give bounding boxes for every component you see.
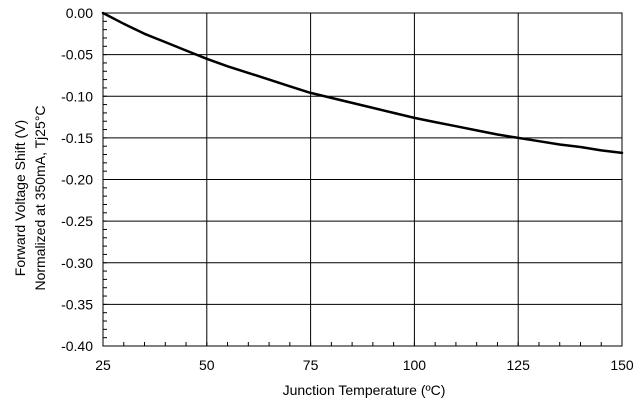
plot-area-frame xyxy=(102,12,623,347)
y-tick-label: -0.05 xyxy=(61,47,93,63)
y-tick-label: -0.15 xyxy=(61,130,93,146)
y-tick-label: 0.00 xyxy=(66,5,93,21)
y-tick-label: -0.40 xyxy=(61,338,93,354)
y-tick-label: -0.30 xyxy=(61,255,93,271)
grid-lines xyxy=(103,13,622,346)
x-tick-label: 75 xyxy=(303,357,319,373)
y-tick-label: -0.25 xyxy=(61,213,93,229)
y-tick-label: -0.10 xyxy=(61,88,93,104)
y-tick-labels: 0.00 -0.05 -0.10 -0.15 -0.20 -0.25 -0.30 -0.35 -… xyxy=(61,5,93,354)
x-tick-label: 50 xyxy=(199,357,215,373)
y-axis-title-line-2: Normalized at 350mA, Tj25°C xyxy=(32,105,48,290)
series-line xyxy=(101,11,624,155)
x-axis-title: Junction Temperature (ºC) xyxy=(283,382,446,398)
x-tick-labels: 25 50 75 100 125 150 xyxy=(95,357,634,373)
x-tick-label: 125 xyxy=(507,357,531,373)
x-tick-label: 150 xyxy=(610,357,634,373)
x-tick-label: 100 xyxy=(403,357,427,373)
y-axis-title-line-1: Forward Voltage Shift (V) xyxy=(12,120,28,276)
y-tick-label: -0.35 xyxy=(61,296,93,312)
series-lines xyxy=(101,11,624,155)
x-tick-label: 25 xyxy=(95,357,111,373)
y-tick-label: -0.20 xyxy=(61,172,93,188)
